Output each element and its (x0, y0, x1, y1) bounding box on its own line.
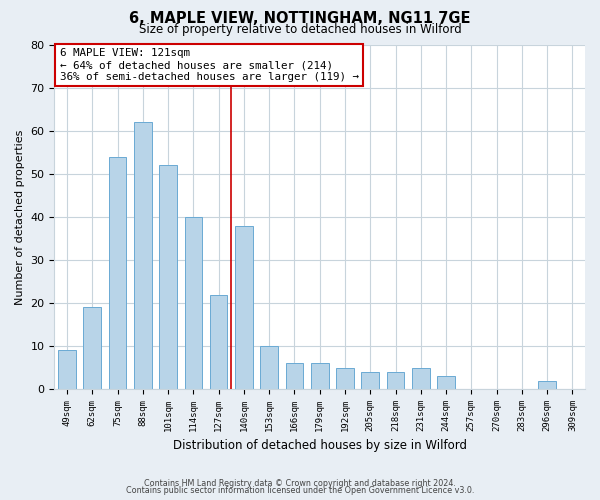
Bar (134, 122, 152, 389)
Text: Size of property relative to detached houses in Wilford: Size of property relative to detached ho… (139, 22, 461, 36)
Text: 6, MAPLE VIEW, NOTTINGHAM, NG11 7GE: 6, MAPLE VIEW, NOTTINGHAM, NG11 7GE (129, 11, 471, 26)
Text: Contains public sector information licensed under the Open Government Licence v3: Contains public sector information licen… (126, 486, 474, 495)
Text: 6 MAPLE VIEW: 121sqm
← 64% of detached houses are smaller (214)
36% of semi-deta: 6 MAPLE VIEW: 121sqm ← 64% of detached h… (60, 48, 359, 82)
Bar (386, 372, 404, 389)
Bar (109, 157, 127, 389)
Bar (159, 166, 177, 389)
X-axis label: Distribution of detached houses by size in Wilford: Distribution of detached houses by size … (173, 440, 467, 452)
Bar (83, 308, 101, 389)
Y-axis label: Number of detached properties: Number of detached properties (15, 130, 25, 305)
Bar (210, 294, 227, 389)
Text: Contains HM Land Registry data © Crown copyright and database right 2024.: Contains HM Land Registry data © Crown c… (144, 478, 456, 488)
Bar (336, 368, 354, 389)
Bar (260, 346, 278, 389)
Bar (412, 368, 430, 389)
Bar (58, 350, 76, 389)
Bar (286, 364, 303, 389)
Bar (538, 380, 556, 389)
Bar (311, 364, 329, 389)
Bar (235, 226, 253, 389)
Bar (361, 372, 379, 389)
Bar (185, 217, 202, 389)
Bar (437, 376, 455, 389)
